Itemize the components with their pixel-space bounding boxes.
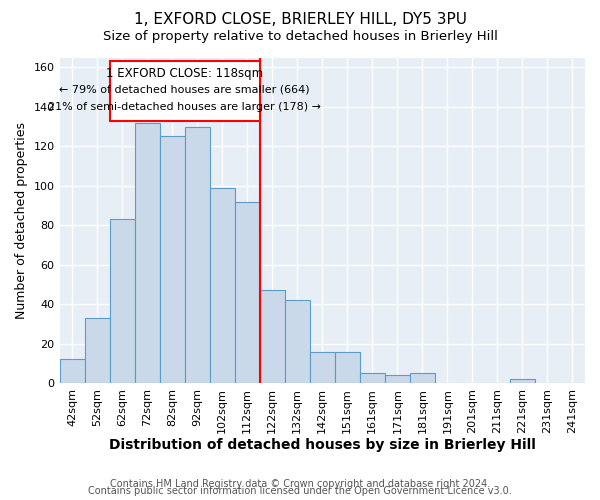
Bar [310, 352, 335, 383]
Text: Size of property relative to detached houses in Brierley Hill: Size of property relative to detached ho… [103, 30, 497, 43]
Bar [335, 352, 360, 383]
Bar [209, 188, 235, 383]
Bar [110, 62, 260, 120]
Bar [260, 290, 285, 383]
Bar [510, 379, 535, 383]
Bar [285, 300, 310, 383]
Bar [85, 318, 110, 383]
Bar [235, 202, 260, 383]
X-axis label: Distribution of detached houses by size in Brierley Hill: Distribution of detached houses by size … [109, 438, 536, 452]
Bar [360, 373, 385, 383]
Bar [410, 373, 435, 383]
Y-axis label: Number of detached properties: Number of detached properties [15, 122, 28, 319]
Bar [385, 375, 410, 383]
Text: Contains public sector information licensed under the Open Government Licence v3: Contains public sector information licen… [88, 486, 512, 496]
Bar [185, 126, 209, 383]
Bar [160, 136, 185, 383]
Bar [59, 360, 85, 383]
Text: 1 EXFORD CLOSE: 118sqm: 1 EXFORD CLOSE: 118sqm [106, 67, 263, 80]
Bar [110, 220, 134, 383]
Text: 1, EXFORD CLOSE, BRIERLEY HILL, DY5 3PU: 1, EXFORD CLOSE, BRIERLEY HILL, DY5 3PU [133, 12, 467, 28]
Text: ← 79% of detached houses are smaller (664): ← 79% of detached houses are smaller (66… [59, 84, 310, 94]
Text: 21% of semi-detached houses are larger (178) →: 21% of semi-detached houses are larger (… [48, 102, 321, 112]
Text: Contains HM Land Registry data © Crown copyright and database right 2024.: Contains HM Land Registry data © Crown c… [110, 479, 490, 489]
Bar [134, 122, 160, 383]
